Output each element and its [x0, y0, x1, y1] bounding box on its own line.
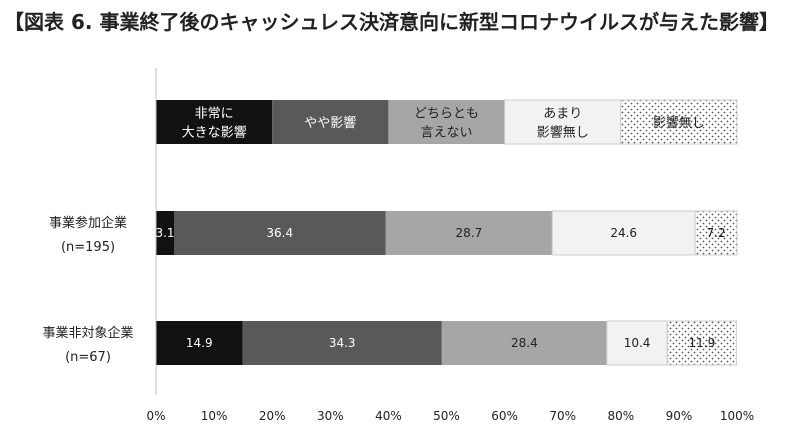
legend-swatch-5 [620, 99, 738, 145]
bar-segment-c1-s5 [694, 210, 738, 256]
x-tick-label-10: 90% [666, 409, 693, 423]
bar-segment-c2-s3 [441, 321, 607, 365]
data-label-c2-s5: 11.9 [688, 336, 715, 350]
legend-label-4-line-2: 影響無し [537, 125, 589, 141]
legend-swatch-3 [388, 100, 505, 144]
category-label-2-line-2: (n=67) [65, 350, 111, 365]
x-axis: 0% 10% 20% 30% 40% 50% 60% 70% 80% 90% 100% [146, 68, 754, 423]
x-tick-label-4: 30% [317, 409, 344, 423]
data-label-c2-s3: 28.4 [511, 336, 538, 350]
legend-swatch-4 [504, 99, 622, 145]
x-tick-label-9: 80% [607, 409, 634, 423]
legend-swatch-1 [156, 100, 273, 144]
bar-segment-c2-s1 [156, 321, 243, 365]
category-label-1-line-2: (n=195) [61, 240, 115, 255]
legend-label-5-line-1: 影響無し [653, 115, 705, 131]
bar-segment-c1-s1 [156, 211, 175, 255]
bar-segment-c1-s2 [174, 211, 386, 255]
x-tick-label-6: 50% [433, 409, 460, 423]
data-label-c2-s2: 34.3 [329, 336, 356, 350]
legend-swatch-2 [272, 100, 389, 144]
chart-title: 【図表 6. 事業終了後のキャッシュレス決済意向に新型コロナウイルスが与えた影響… [4, 10, 780, 34]
x-tick-label-2: 10% [201, 409, 228, 423]
legend-label-3-line-2: 言えない [420, 126, 472, 141]
data-label-c2-s1: 14.9 [186, 336, 213, 350]
bar-segment-c2-s2 [242, 321, 442, 365]
category-label-2-line-1: 事業非対象企業 [42, 325, 133, 341]
data-label-c1-s1: 3.1 [155, 226, 174, 240]
x-tick-label-8: 70% [549, 409, 576, 423]
data-label-c1-s5: 7.2 [707, 226, 726, 240]
category-labels: 事業参加企業 (n=195) 事業非対象企業 (n=67) [42, 215, 133, 365]
bar-segment-c2-s5 [666, 320, 737, 366]
legend-label-3-line-1: どちらとも [414, 107, 479, 122]
x-tick-label-1: 0% [146, 409, 165, 423]
legend-label-1-line-2: 大きな影響 [182, 125, 247, 141]
x-tick-label-5: 40% [375, 409, 402, 423]
data-label-c2-s4: 10.4 [624, 336, 651, 350]
legend-label-2-line-1: やや影響 [304, 115, 356, 131]
bar-segment-c1-s3 [385, 211, 553, 255]
legend-label-4-line-1: あまり [543, 107, 582, 122]
legend-label-1-line-1: 非常に [195, 107, 234, 122]
x-tick-label-11: 100% [720, 409, 754, 423]
bars: 3.1 36.4 28.7 24.6 7.2 14.9 34.3 28.4 10.4 11.9 [155, 210, 738, 366]
data-label-c1-s4: 24.6 [610, 226, 637, 240]
x-tick-label-3: 20% [259, 409, 286, 423]
x-tick-label-7: 60% [491, 409, 518, 423]
data-label-c1-s3: 28.7 [456, 226, 483, 240]
category-label-1-line-1: 事業参加企業 [49, 215, 127, 231]
bar-segment-c1-s4 [551, 210, 696, 256]
data-label-c1-s2: 36.4 [266, 226, 293, 240]
